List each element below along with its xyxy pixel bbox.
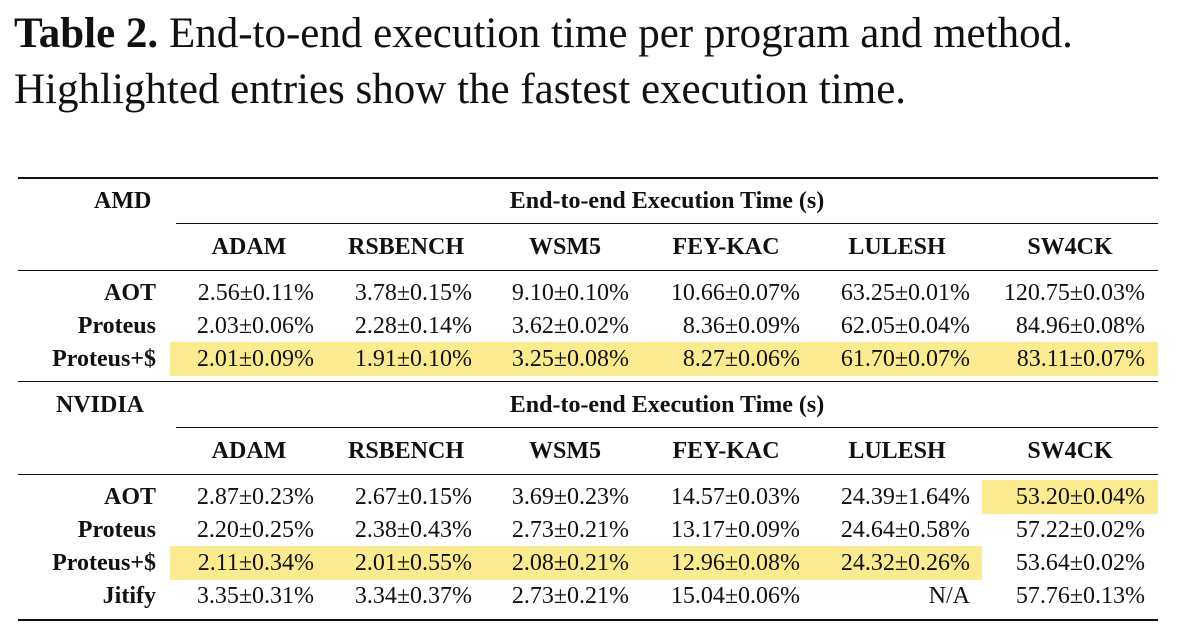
group-separator-rule (18, 381, 1158, 382)
column-header-wsm5: WSM5 (529, 438, 601, 464)
table-cell: 2.28±0.14% (354, 313, 472, 339)
table-cell: 8.36±0.09% (682, 313, 800, 339)
column-header-wsm5: WSM5 (529, 234, 601, 260)
header-cmidrule (176, 427, 1158, 428)
table-cell: 8.27±0.06% (682, 346, 800, 372)
group-label-amd: AMD (94, 188, 152, 214)
highlight-nvidia-aot-sw4ck (982, 480, 1158, 514)
table-cell: 57.76±0.13% (1015, 583, 1145, 609)
header-midrule (18, 474, 1158, 475)
group-header-amd: End-to-end Execution Time (s) (509, 188, 825, 214)
column-header-rsbench: RSBENCH (347, 234, 465, 260)
column-header-lulesh: LULESH (848, 438, 946, 464)
column-header-rsbench: RSBENCH (347, 438, 465, 464)
table-cell: 13.17±0.09% (670, 517, 800, 543)
table-cell: 2.38±0.43% (354, 517, 472, 543)
table-cell: 3.78±0.15% (354, 280, 472, 306)
table-cell: 120.75±0.03% (1003, 280, 1145, 306)
table-cell: 62.05±0.04% (840, 313, 970, 339)
row-label: AOT (103, 484, 156, 510)
table-cell: 83.11±0.07% (1016, 346, 1145, 372)
table-cell: 2.56±0.11% (197, 280, 314, 306)
table-cell: 2.03±0.06% (196, 313, 314, 339)
header-midrule (18, 270, 1158, 271)
column-header-fey-kac: FEY-KAC (672, 234, 780, 260)
table-cell: 57.22±0.02% (1015, 517, 1145, 543)
group-header-nvidia: End-to-end Execution Time (s) (509, 392, 825, 418)
table-cell: 10.66±0.07% (670, 280, 800, 306)
table-caption: Table 2. End-to-end execution time per p… (14, 6, 1184, 118)
table-cell: 2.01±0.55% (354, 550, 472, 576)
table-cell: 2.67±0.15% (354, 484, 472, 510)
table-cell: 84.96±0.08% (1015, 313, 1145, 339)
caption-text: End-to-end execution time per program an… (14, 10, 1073, 113)
column-header-fey-kac: FEY-KAC (672, 438, 780, 464)
table-cell: 3.35±0.31% (196, 583, 314, 609)
table-cell: 9.10±0.10% (511, 280, 629, 306)
table-cell: 3.62±0.02% (511, 313, 629, 339)
table-cell: N/A (928, 583, 970, 609)
table-cell: 63.25±0.01% (840, 280, 970, 306)
table-cell: 24.32±0.26% (840, 550, 970, 576)
table-cell: 53.64±0.02% (1015, 550, 1145, 576)
table-cell: 2.87±0.23% (196, 484, 314, 510)
row-label: Jitify (102, 583, 156, 609)
table-cell: 15.04±0.06% (670, 583, 800, 609)
row-label: Proteus+$ (52, 550, 156, 576)
table-cell: 2.11±0.34% (197, 550, 314, 576)
row-label: Proteus+$ (52, 346, 156, 372)
table-cell: 2.73±0.21% (511, 517, 629, 543)
table-cell: 61.70±0.07% (840, 346, 970, 372)
row-label: Proteus (77, 517, 156, 543)
column-header-sw4ck: SW4CK (1027, 438, 1113, 464)
highlight-amd-proteus-cache (170, 342, 1158, 376)
highlight-nvidia-proteus-cache (170, 546, 982, 580)
group-label-nvidia: NVIDIA (56, 392, 145, 418)
column-header-adam: ADAM (211, 234, 287, 260)
row-label: Proteus (77, 313, 156, 339)
table-cell: 2.01±0.09% (196, 346, 314, 372)
column-header-adam: ADAM (211, 438, 287, 464)
table-cell: 14.57±0.03% (670, 484, 800, 510)
table-cell: 3.34±0.37% (354, 583, 472, 609)
caption-label: Table 2. (14, 10, 159, 57)
table-cell: 2.20±0.25% (196, 517, 314, 543)
header-cmidrule (176, 223, 1158, 224)
table-cell: 12.96±0.08% (670, 550, 800, 576)
bottom-rule (18, 619, 1158, 621)
table-cell: 1.91±0.10% (354, 346, 472, 372)
table-cell: 2.73±0.21% (511, 583, 629, 609)
table-cell: 24.64±0.58% (840, 517, 970, 543)
table-cell: 3.69±0.23% (511, 484, 629, 510)
top-rule (18, 177, 1158, 179)
column-header-sw4ck: SW4CK (1027, 234, 1113, 260)
table-cell: 24.39±1.64% (840, 484, 970, 510)
table-cell: 53.20±0.04% (1015, 484, 1145, 510)
row-label: AOT (103, 280, 156, 306)
column-header-lulesh: LULESH (848, 234, 946, 260)
table-cell: 3.25±0.08% (511, 346, 629, 372)
table-cell: 2.08±0.21% (511, 550, 629, 576)
